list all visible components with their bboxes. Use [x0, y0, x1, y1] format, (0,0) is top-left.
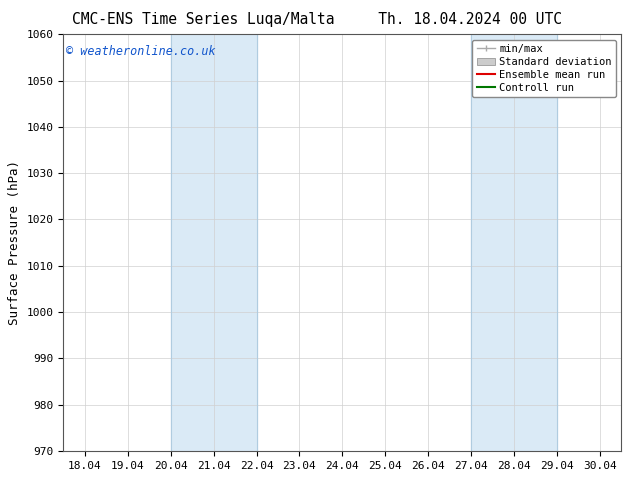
Bar [471, 34, 557, 451]
Y-axis label: Surface Pressure (hPa): Surface Pressure (hPa) [8, 160, 21, 325]
Legend: min/max, Standard deviation, Ensemble mean run, Controll run: min/max, Standard deviation, Ensemble me… [472, 40, 616, 97]
Text: CMC-ENS Time Series Luqa/Malta     Th. 18.04.2024 00 UTC: CMC-ENS Time Series Luqa/Malta Th. 18.04… [72, 12, 562, 27]
Text: © weatheronline.co.uk: © weatheronline.co.uk [66, 45, 216, 58]
Bar [171, 34, 257, 451]
